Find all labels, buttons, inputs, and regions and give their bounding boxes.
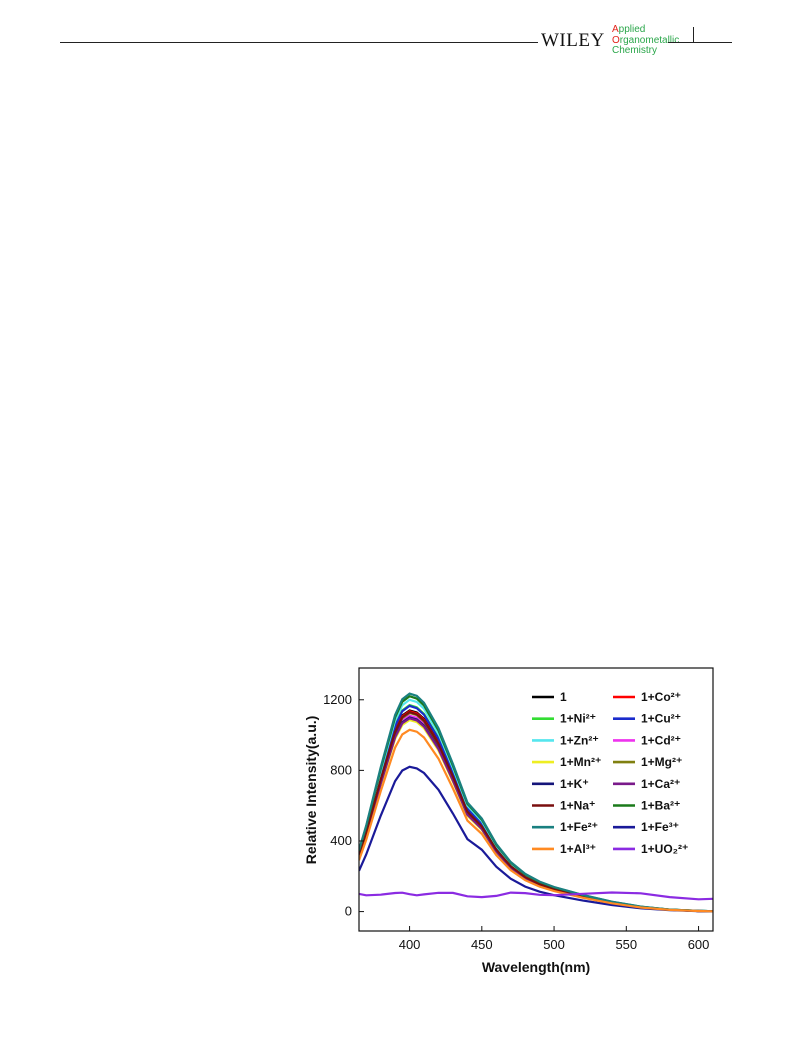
x-tick-label: 450 [471, 937, 493, 952]
journal-line-1: Applied [612, 24, 646, 35]
series-line-13 [359, 765, 713, 913]
journal-line-3: Chemistry [612, 45, 658, 56]
series-line-12 [359, 692, 713, 913]
y-tick-label: 800 [330, 762, 352, 777]
legend-label-13: 1+Fe³⁺ [641, 820, 679, 834]
legend-label-11: 1+Ba²⁺ [641, 799, 680, 813]
journal-logo: Applied Organometallic Chemistry [612, 24, 680, 57]
plot-area [359, 692, 713, 913]
x-axis-label: Wavelength(nm) [482, 959, 590, 975]
legend-label-1: 1+Co²⁺ [641, 690, 681, 704]
legend-label-3: 1+Cu²⁺ [641, 712, 681, 726]
legend-label-0: 1 [560, 690, 567, 704]
x-tick-label: 600 [688, 937, 710, 952]
legend-label-10: 1+Na⁺ [560, 799, 595, 813]
axes: 400 450 500 550 600 0 400 800 1200 [323, 667, 714, 952]
legend-label-2: 1+Ni²⁺ [560, 712, 596, 726]
legend-label-8: 1+K⁺ [560, 777, 589, 791]
journal-line-2: Organometallic [612, 34, 680, 46]
publisher-logo: WILEY [541, 30, 605, 51]
legend: 1 1+Co²⁺ 1+Ni²⁺ 1+Cu²⁺ 1+Zn²⁺ 1+Cd²⁺ 1+Mn²⁺ 1+M… [532, 690, 688, 856]
y-axis-label: Relative Intensity(a.u.) [303, 716, 319, 865]
series-line-14 [359, 728, 713, 913]
x-tick-label: 400 [399, 937, 421, 952]
legend-label-15: 1+UO₂²⁺ [641, 842, 688, 856]
legend-label-4: 1+Zn²⁺ [560, 733, 599, 747]
x-tick-label: 550 [615, 937, 637, 952]
legend-label-14: 1+Al³⁺ [560, 842, 596, 856]
emission-spectrum-chart: 400 450 500 550 600 0 400 800 1200 1 1+Co²⁺ 1+Ni²⁺… [303, 667, 714, 975]
header-rule-right [668, 42, 732, 43]
legend-label-12: 1+Fe²⁺ [560, 820, 598, 834]
x-tick-label: 500 [543, 937, 565, 952]
legend-label-6: 1+Mn²⁺ [560, 755, 601, 769]
y-tick-label: 0 [345, 904, 352, 919]
legend-label-5: 1+Cd²⁺ [641, 733, 681, 747]
y-tick-label: 400 [330, 833, 352, 848]
series-line-15 [359, 891, 713, 901]
y-tick-label: 1200 [323, 692, 352, 707]
header-rule-left [60, 42, 538, 43]
header-page-marker [693, 27, 694, 43]
plot-frame [358, 667, 714, 932]
legend-label-9: 1+Ca²⁺ [641, 777, 680, 791]
legend-label-7: 1+Mg²⁺ [641, 755, 682, 769]
